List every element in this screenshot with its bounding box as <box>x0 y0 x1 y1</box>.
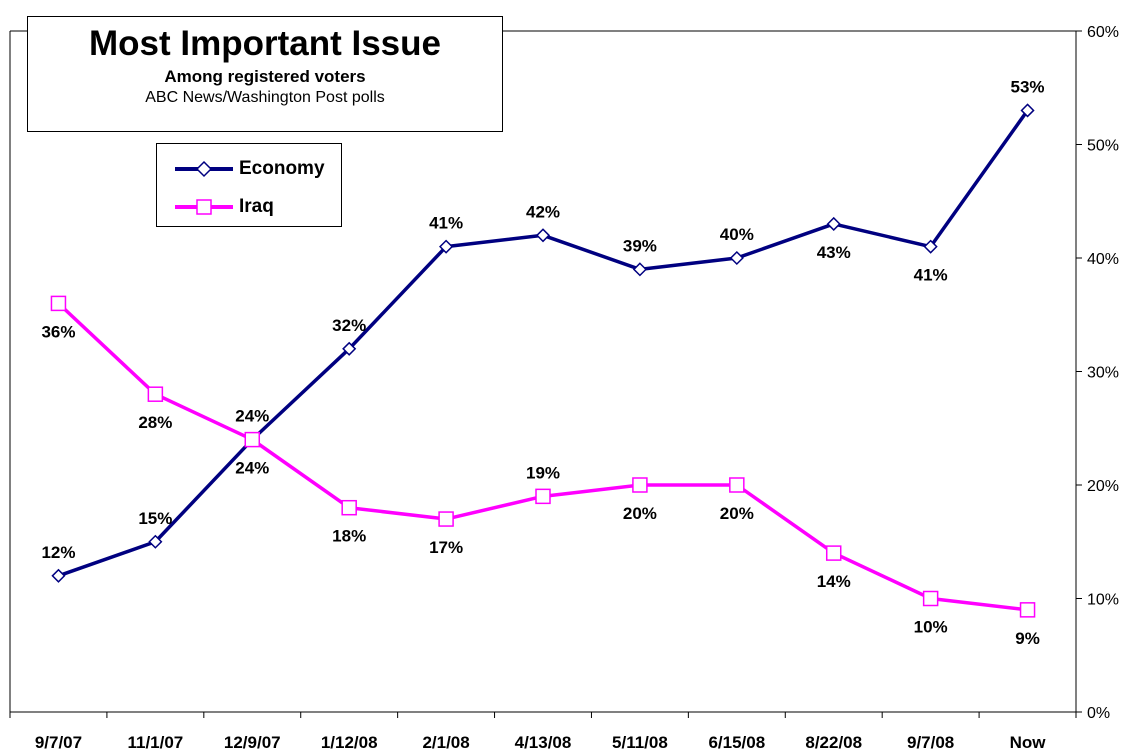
data-point-economy <box>51 568 66 583</box>
x-tick-label: 8/22/08 <box>805 733 862 752</box>
data-label-economy: 12% <box>41 543 75 562</box>
data-point-economy <box>342 341 357 356</box>
y-tick-label: 0% <box>1087 705 1110 722</box>
x-tick-label: 12/9/07 <box>224 733 281 752</box>
data-label-iraq: 14% <box>817 572 851 591</box>
data-label-iraq: 10% <box>914 618 948 637</box>
data-label-economy: 39% <box>623 236 657 255</box>
data-point-economy <box>632 262 647 277</box>
y-tick-label: 10% <box>1087 592 1119 609</box>
data-point-iraq <box>825 545 842 561</box>
data-point-iraq <box>341 499 357 516</box>
x-tick-label: 5/11/08 <box>612 733 668 752</box>
legend-item-iraq: Iraq <box>157 194 341 220</box>
data-point-iraq <box>147 386 164 402</box>
data-point-iraq <box>50 295 67 312</box>
data-label-economy: 32% <box>332 316 366 335</box>
legend-item-economy: Economy <box>157 156 341 182</box>
data-point-economy <box>439 239 454 254</box>
x-tick-label: 6/15/08 <box>708 733 765 752</box>
x-tick-label: 4/13/08 <box>515 733 572 752</box>
data-point-economy <box>826 216 841 232</box>
data-label-economy: 41% <box>429 214 463 233</box>
series-markers <box>50 103 1036 618</box>
x-tick-label: 2/1/08 <box>422 733 469 752</box>
data-label-iraq: 17% <box>429 538 463 557</box>
y-tick-label: 30% <box>1087 365 1119 382</box>
x-tick-label: 11/1/07 <box>127 733 183 752</box>
data-point-economy <box>923 239 938 254</box>
data-label-iraq: 20% <box>623 504 657 523</box>
legend-swatch-iraq <box>175 199 233 215</box>
data-point-iraq <box>632 477 648 493</box>
data-label-iraq: 18% <box>332 527 366 546</box>
chart-source: ABC News/Washington Post polls <box>145 89 385 106</box>
y-tick-label: 60% <box>1087 24 1119 41</box>
series-line-iraq <box>57 302 1028 612</box>
data-label-iraq: 28% <box>138 413 172 432</box>
chart-title-box: Most Important Issue Among registered vo… <box>27 16 503 132</box>
data-label-economy: 24% <box>235 407 269 426</box>
y-tick-label: 40% <box>1087 251 1119 268</box>
data-label-iraq: 9% <box>1015 629 1040 648</box>
legend-label-iraq: Iraq <box>239 196 274 217</box>
data-point-iraq <box>535 488 551 505</box>
data-point-iraq <box>922 590 939 607</box>
y-tick-label: 50% <box>1087 138 1119 155</box>
data-label-iraq: 24% <box>235 459 269 478</box>
data-point-economy <box>1020 103 1035 118</box>
data-point-economy <box>535 228 551 243</box>
data-point-economy <box>148 534 163 549</box>
data-point-economy <box>729 250 744 266</box>
x-tick-label: Now <box>1010 733 1047 752</box>
data-label-economy: 43% <box>817 243 851 262</box>
legend-label-economy: Economy <box>239 158 325 179</box>
data-label-iraq: 19% <box>526 463 560 482</box>
y-tick-label: 20% <box>1087 478 1119 495</box>
chart-axes: 0% 10% 20% 30% 40% 50% 60% 9/7/07 11/1/07 12/9/07… <box>9 24 1119 752</box>
x-tick-label: 1/12/08 <box>321 733 378 752</box>
data-label-economy: 15% <box>138 509 172 528</box>
legend-swatch-economy <box>175 160 233 178</box>
data-label-iraq: 36% <box>41 322 75 341</box>
chart-subtitle: Among registered voters <box>164 67 366 86</box>
data-label-iraq: 20% <box>720 504 754 523</box>
x-tick-label: 9/7/08 <box>907 733 954 752</box>
x-tick-label: 9/7/07 <box>35 733 82 752</box>
data-point-iraq <box>244 431 261 448</box>
data-label-economy: 42% <box>526 202 560 221</box>
data-labels: 12% 15% 24% 32% 41% 42% 39% 40% 43% 41% 53% 36% 28% 2… <box>41 77 1044 647</box>
data-point-iraq <box>438 511 454 527</box>
chart-title: Most Important Issue <box>89 24 441 63</box>
data-label-economy: 41% <box>914 266 948 285</box>
chart-legend: Economy Iraq <box>156 143 342 227</box>
data-label-economy: 53% <box>1011 77 1045 96</box>
data-point-iraq <box>1019 602 1036 618</box>
data-label-economy: 40% <box>720 225 754 244</box>
data-point-iraq <box>729 477 745 493</box>
